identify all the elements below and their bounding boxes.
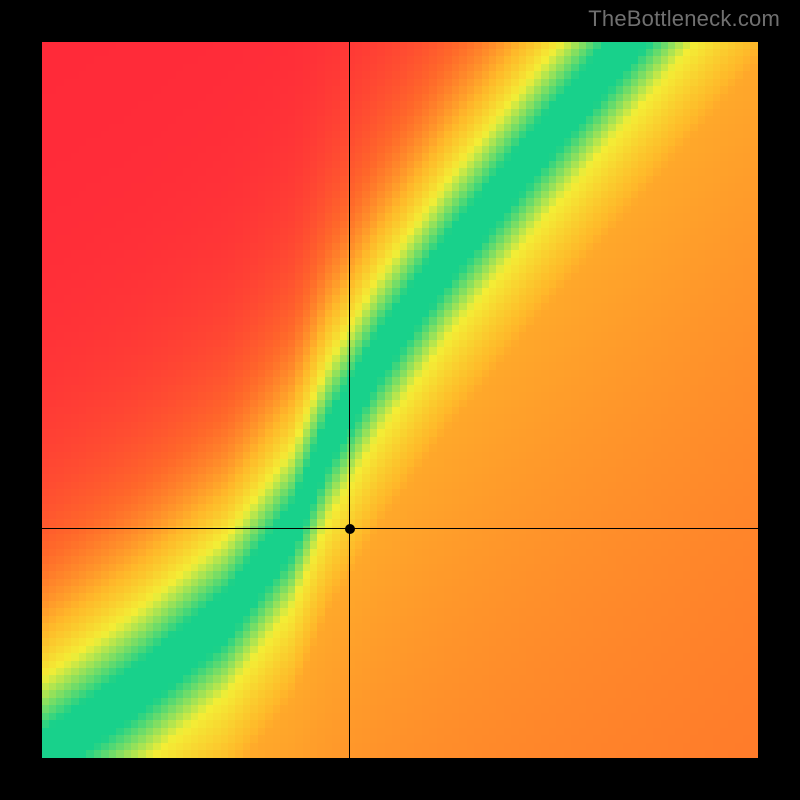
bottleneck-heatmap xyxy=(42,42,758,758)
selected-point-marker xyxy=(345,524,355,534)
watermark-text: TheBottleneck.com xyxy=(588,6,780,32)
crosshair-vertical xyxy=(349,42,350,758)
crosshair-horizontal xyxy=(42,528,758,529)
